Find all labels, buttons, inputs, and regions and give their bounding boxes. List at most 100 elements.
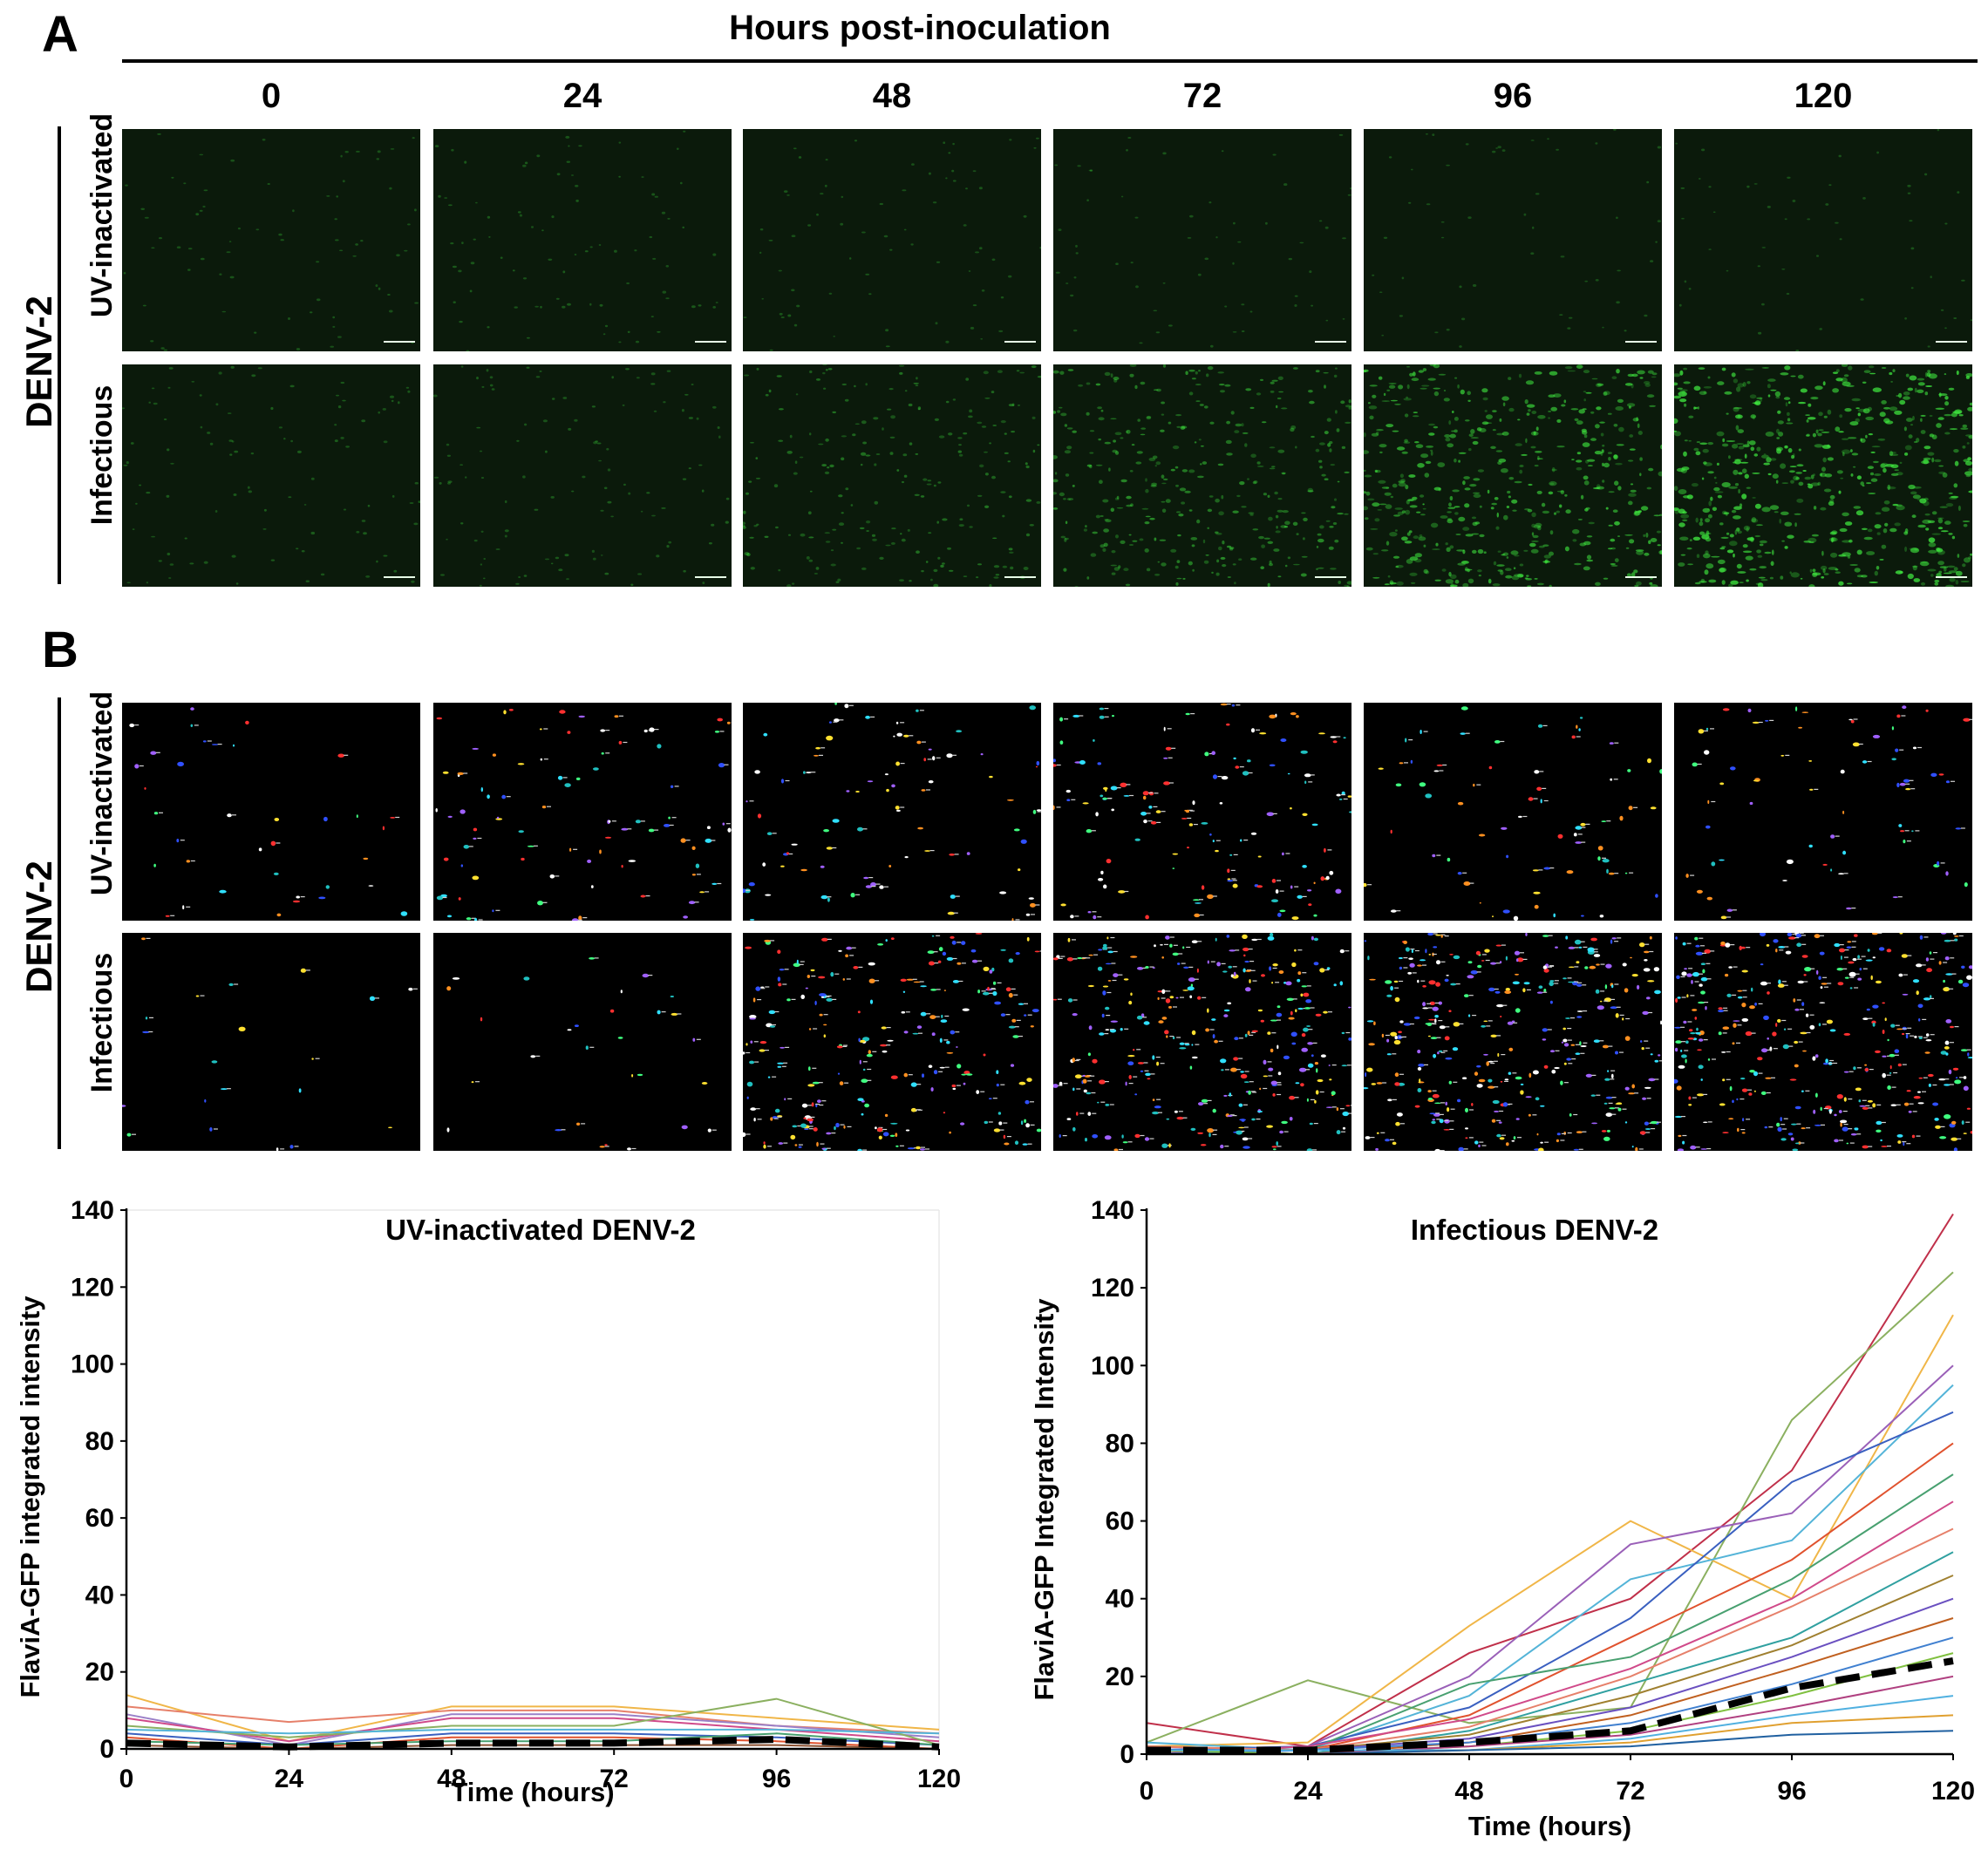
column-header-1: 24 <box>562 77 603 115</box>
fluorescence-image-r1-c5 <box>1674 364 1972 587</box>
chart-0-xtick-label-5: 120 <box>917 1765 961 1793</box>
fluorescence-image-r0-c5 <box>1674 129 1972 351</box>
scale-bar <box>1004 576 1036 578</box>
panel-a-bracket <box>58 126 61 584</box>
chart-1-ytick-label-2: 40 <box>1106 1585 1134 1614</box>
panel-b-virus-label: DENV-2 <box>18 860 59 993</box>
panel-a-row-label-uv: UV-inactivated <box>85 112 119 318</box>
chart-1-x-axis-label: Time (hours) <box>1468 1811 1631 1841</box>
chart-1-series-line-17 <box>1147 1695 1954 1752</box>
segmentation-image-r1-c2 <box>743 933 1041 1151</box>
column-header-0: 0 <box>261 77 282 115</box>
scale-bar <box>1936 341 1967 343</box>
panel-a-row-label-infectious: Infectious <box>85 384 119 526</box>
header-rule <box>122 59 1978 63</box>
panel-b-bracket <box>58 697 61 1149</box>
chart-1-ytick-label-3: 60 <box>1106 1507 1134 1536</box>
fluorescence-image-r1-c4 <box>1364 364 1662 587</box>
panel-a-header: Hours post-inoculation <box>729 9 1111 47</box>
fluorescence-image-r0-c0 <box>122 129 420 351</box>
chart-0-x-axis-label: Time (hours) <box>451 1777 614 1807</box>
chart-0-ytick-label-2: 40 <box>85 1581 114 1609</box>
scale-bar <box>1315 576 1346 578</box>
chart-1-xtick-label-2: 48 <box>1454 1777 1483 1806</box>
chart-1-ytick-label-0: 0 <box>1120 1740 1134 1769</box>
segmentation-image-r1-c4 <box>1364 933 1662 1151</box>
line-charts: 0 20 40 60 80 100 120 140 0 24 48 72 96 120 UV-inactiv… <box>15 1196 1975 1841</box>
chart-0-series-line-2 <box>126 1713 940 1746</box>
chart-1-xtick-label-3: 72 <box>1616 1777 1644 1806</box>
chart-0-y-axis-label: FlaviA-GFP integrated intensity <box>15 1296 45 1698</box>
chart-0-xtick-label-2: 48 <box>437 1765 466 1793</box>
scale-bar <box>384 576 415 578</box>
fluorescence-image-r1-c1 <box>433 364 732 587</box>
chart-1-ytick-label-7: 140 <box>1091 1196 1134 1225</box>
chart-0-ytick-label-0: 0 <box>99 1735 114 1764</box>
scale-bar <box>1625 341 1657 343</box>
scale-bar <box>1625 576 1657 578</box>
column-header-2: 48 <box>872 77 912 115</box>
chart-0-xtick-label-0: 0 <box>119 1765 134 1793</box>
segmentation-image-r1-c5 <box>1674 933 1972 1151</box>
chart-0-ytick-label-5: 100 <box>71 1350 114 1379</box>
panel-b-row-label-uv: UV-inactivated <box>85 690 119 896</box>
scale-bar <box>1936 576 1967 578</box>
chart-1-series-line-8 <box>1146 1500 1954 1755</box>
fluorescence-image-r0-c3 <box>1053 129 1351 351</box>
chart-1-ytick-label-1: 20 <box>1106 1663 1134 1691</box>
segmentation-image-r1-c3 <box>1053 933 1351 1151</box>
column-header-4: 96 <box>1493 77 1533 115</box>
fluorescence-image-r0-c1 <box>433 129 732 351</box>
segmentation-image-r0-c0 <box>122 703 420 921</box>
segmentation-image-r1-c1 <box>433 933 732 1151</box>
segmentation-image-r1-c0 <box>122 933 420 1151</box>
chart-1-series-line-6 <box>1146 1442 1954 1752</box>
panel-a-letter: A <box>42 6 78 63</box>
chart-1-ytick-label-6: 120 <box>1091 1274 1134 1303</box>
chart-0-xtick-label-1: 24 <box>275 1765 304 1793</box>
panel-a-virus-label: DENV-2 <box>18 296 59 428</box>
chart-1-xtick-label-5: 120 <box>1931 1777 1975 1806</box>
chart-1-xtick-label-0: 0 <box>1140 1777 1154 1806</box>
chart-0-mean-line <box>126 1735 940 1751</box>
chart-1-xtick-label-1: 24 <box>1293 1777 1323 1806</box>
chart-1-xtick-label-4: 96 <box>1777 1777 1806 1806</box>
chart-0-ytick-label-7: 140 <box>71 1196 114 1225</box>
chart-1-series-line-7 <box>1147 1473 1954 1752</box>
chart-1-series-line-9 <box>1146 1527 1954 1752</box>
panel-b-letter: B <box>42 622 78 678</box>
chart-1-ytick-label-4: 80 <box>1106 1429 1134 1458</box>
segmentation-image-r0-c3 <box>1053 703 1351 921</box>
chart-0-xtick-label-4: 96 <box>762 1765 791 1793</box>
chart-1-title: Infectious DENV-2 <box>1411 1214 1658 1246</box>
chart-0-series-line-5 <box>126 1728 940 1735</box>
chart-0-xtick-label-3: 72 <box>600 1765 629 1793</box>
segmentation-image-r0-c4 <box>1364 703 1662 921</box>
segmentation-image-r0-c2 <box>743 703 1041 921</box>
column-header-3: 72 <box>1182 77 1222 115</box>
chart-1-y-axis-label: FlaviA-GFP Integrated Intensity <box>1029 1298 1059 1701</box>
fluorescence-image-r0-c2 <box>743 129 1041 351</box>
chart-0-ytick-label-1: 20 <box>85 1658 114 1687</box>
chart-1-ytick-label-5: 100 <box>1091 1351 1134 1380</box>
scale-bar <box>1315 341 1346 343</box>
chart-0-ytick-label-4: 80 <box>85 1427 114 1456</box>
scale-bar <box>1004 341 1036 343</box>
scale-bar <box>384 341 415 343</box>
chart-1-series-line-3 <box>1146 1364 1954 1752</box>
chart-0-title: UV-inactivated DENV-2 <box>385 1214 696 1246</box>
scale-bar <box>695 576 726 578</box>
fluorescence-image-r1-c2 <box>743 364 1041 587</box>
segmentation-image-r0-c5 <box>1674 703 1972 921</box>
chart-0-series-line-3 <box>126 1717 940 1743</box>
fluorescence-image-r1-c3 <box>1053 364 1351 587</box>
panel-b-row-label-infectious: Infectious <box>85 952 119 1093</box>
chart-1-series-line-2 <box>1146 1314 1954 1748</box>
chart-1-series-line-0 <box>1146 1213 1954 1748</box>
scale-bar <box>695 341 726 343</box>
column-header-5: 120 <box>1794 77 1853 115</box>
chart-1-mean-line <box>1147 1657 1954 1754</box>
chart-0-series-line-4 <box>126 1697 940 1746</box>
segmentation-image-r0-c1 <box>433 703 732 921</box>
fluorescence-image-r1-c0 <box>122 364 420 587</box>
